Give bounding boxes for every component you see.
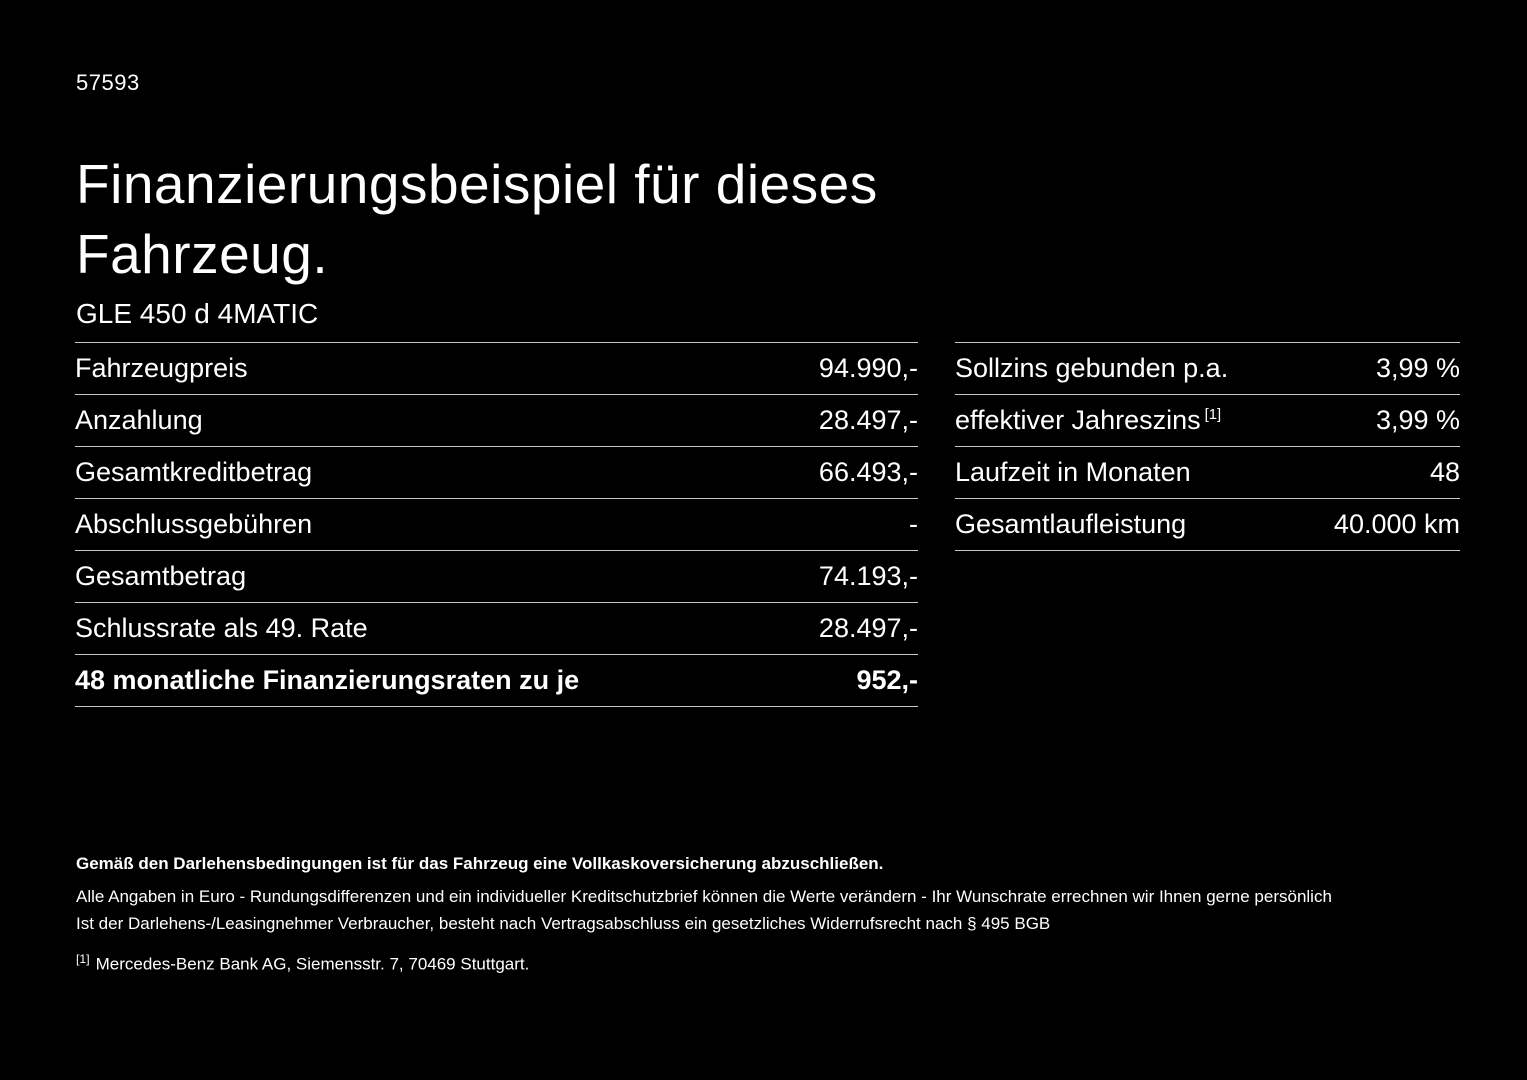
row-value: 40.000 km [1333,509,1460,539]
row-value: 3,99 % [1375,405,1460,435]
table-row-schlussrate: Schlussrate als 49. Rate 28.497,- [75,602,918,654]
row-label: Gesamtbetrag [75,561,247,591]
table-row-laufzeit: Laufzeit in Monaten 48 [955,446,1460,498]
table-row-effektiver-jahreszins: effektiver Jahreszins [1] 3,99 % [955,394,1460,446]
row-label: Schlussrate als 49. Rate [75,613,368,643]
row-value: 94.990,- [818,353,918,383]
table-row-monatsraten: 48 monatliche Finanzierungsraten zu je 9… [75,654,918,706]
footnote-insurance: Gemäß den Darlehensbedingungen ist für d… [76,854,884,873]
doc-number: 57593 [76,70,140,95]
row-value: 48 [1429,457,1460,487]
footnote-source-marker: [1] [76,951,90,966]
row-label: Anzahlung [75,405,203,435]
row-value: - [909,509,918,539]
footnote-ref-1: [1] [1204,407,1222,423]
financing-table-right: Sollzins gebunden p.a. 3,99 % effektiver… [955,342,1460,551]
row-value: 66.493,- [818,457,918,487]
footnote-disclaimer-2: Ist der Darlehens-/Leasingnehmer Verbrau… [76,914,1051,934]
table-row-abschlussgebuehren: Abschlussgebühren - [75,498,918,550]
financing-table-left: Fahrzeugpreis 94.990,- Anzahlung 28.497,… [75,342,918,707]
table-row-sollzins: Sollzins gebunden p.a. 3,99 % [955,342,1460,394]
row-label: effektiver Jahreszins [1] [955,405,1221,436]
row-label: 48 monatliche Finanzierungsraten zu je [75,665,580,695]
row-value: 28.497,- [818,613,918,643]
table-row-anzahlung: Anzahlung 28.497,- [75,394,918,446]
footnotes: Gemäß den Darlehensbedingungen ist für d… [76,850,1456,977]
row-value: 74.193,- [818,561,918,591]
table-row-gesamtbetrag: Gesamtbetrag 74.193,- [75,550,918,602]
page-title: Finanzierungsbeispiel für dieses Fahrzeug… [76,149,878,290]
row-label: Gesamtkreditbetrag [75,457,313,487]
footnote-disclaimer-1: Alle Angaben in Euro - Rundungsdifferenz… [76,887,1332,907]
row-value: 3,99 % [1375,353,1460,383]
row-label: Laufzeit in Monaten [955,457,1191,487]
table-row-gesamtlaufleistung: Gesamtlaufleistung 40.000 km [955,498,1460,550]
row-value: 28.497,- [818,405,918,435]
row-label: Fahrzeugpreis [75,353,248,383]
vehicle-name: GLE 450 d 4MATIC [76,298,319,329]
row-label: Sollzins gebunden p.a. [955,353,1229,383]
row-label-text: effektiver Jahreszins [955,405,1201,435]
table-row-gesamtkreditbetrag: Gesamtkreditbetrag 66.493,- [75,446,918,498]
page-title-line2: Fahrzeug. [76,223,329,286]
row-label: Abschlussgebühren [75,509,313,539]
row-value: 952,- [856,665,918,695]
table-row-fahrzeugpreis: Fahrzeugpreis 94.990,- [75,342,918,394]
row-label: Gesamtlaufleistung [955,509,1187,539]
footnote-source: [1] Mercedes-Benz Bank AG, Siemensstr. 7,… [76,950,1456,978]
footnote-source-text: Mercedes-Benz Bank AG, Siemensstr. 7, 70… [95,954,530,974]
page-title-line1: Finanzierungsbeispiel für dieses [76,152,878,215]
